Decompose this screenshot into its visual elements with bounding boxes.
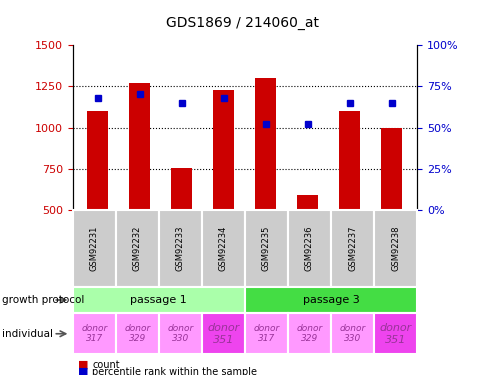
- Bar: [297, 195, 318, 210]
- Bar: [339, 111, 360, 210]
- Text: GSM92238: GSM92238: [390, 226, 399, 271]
- Text: ■: ■: [77, 360, 88, 369]
- Bar: [380, 128, 402, 210]
- Text: GSM92233: GSM92233: [176, 226, 184, 271]
- Text: ■: ■: [77, 367, 88, 375]
- Bar: [129, 83, 150, 210]
- Text: GSM92232: GSM92232: [133, 226, 141, 271]
- Text: growth protocol: growth protocol: [2, 295, 85, 305]
- Text: donor
351: donor 351: [207, 323, 239, 345]
- Text: donor
317: donor 317: [253, 324, 279, 344]
- Text: passage 3: passage 3: [302, 295, 359, 305]
- Text: donor
329: donor 329: [124, 324, 150, 344]
- Text: GSM92237: GSM92237: [348, 226, 356, 271]
- Bar: [255, 78, 276, 210]
- Text: donor
330: donor 330: [339, 324, 365, 344]
- Text: GSM92231: GSM92231: [90, 226, 99, 271]
- Text: donor
351: donor 351: [378, 323, 411, 345]
- Text: count: count: [92, 360, 120, 369]
- Text: GSM92236: GSM92236: [304, 226, 313, 271]
- Text: GSM92235: GSM92235: [261, 226, 271, 271]
- Text: individual: individual: [2, 329, 53, 339]
- Text: GDS1869 / 214060_at: GDS1869 / 214060_at: [166, 15, 318, 30]
- Text: donor
330: donor 330: [167, 324, 193, 344]
- Text: donor
329: donor 329: [296, 324, 322, 344]
- Text: GSM92234: GSM92234: [218, 226, 227, 271]
- Text: percentile rank within the sample: percentile rank within the sample: [92, 367, 257, 375]
- Bar: [213, 90, 234, 210]
- Text: passage 1: passage 1: [130, 295, 187, 305]
- Bar: [171, 168, 192, 210]
- Bar: [87, 111, 108, 210]
- Text: donor
317: donor 317: [81, 324, 107, 344]
